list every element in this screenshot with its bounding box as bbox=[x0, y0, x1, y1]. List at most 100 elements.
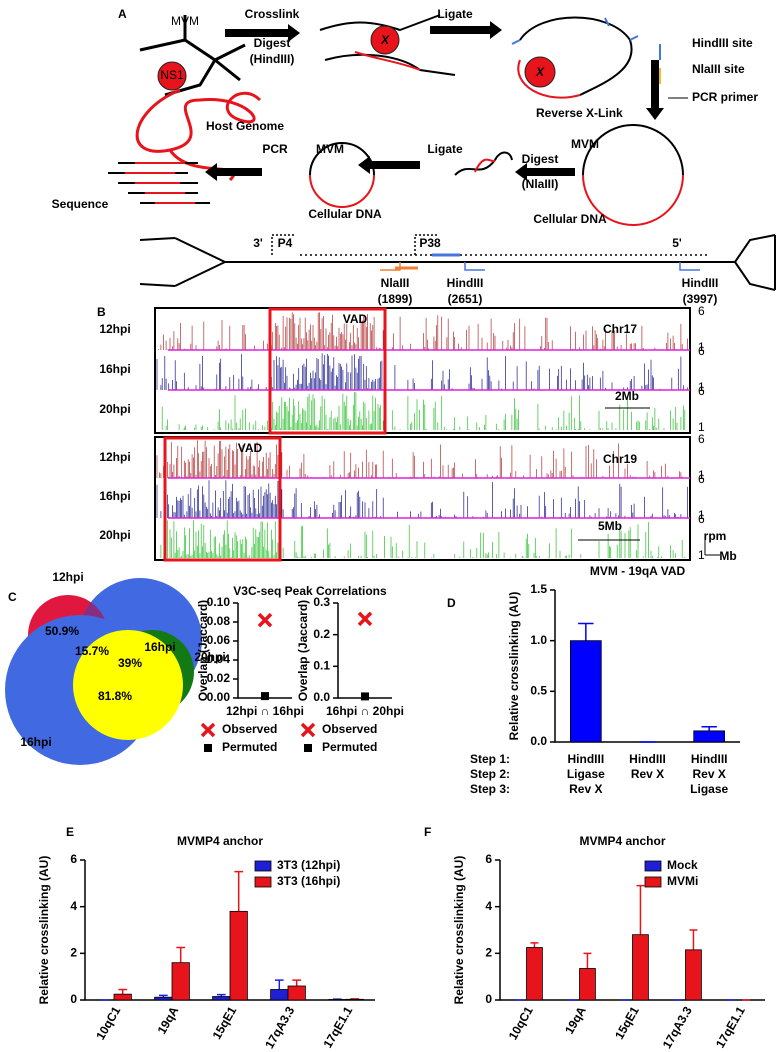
error-bar bbox=[701, 726, 717, 731]
panel-letter: C bbox=[8, 590, 17, 604]
y-tick-label: 0.0 bbox=[313, 690, 330, 704]
x-tick-label: Ligase bbox=[567, 767, 605, 781]
x-tick-label: Rev X bbox=[631, 767, 664, 781]
label: (3997) bbox=[683, 292, 718, 306]
circle-cellular bbox=[582, 174, 684, 226]
step-label: Step 3: bbox=[470, 782, 510, 796]
label: 50.9% bbox=[45, 624, 79, 638]
x-tick-label: 12hpi ∩ 16hpi bbox=[226, 704, 304, 718]
legend-label: Permuted bbox=[222, 740, 277, 754]
label: 5' bbox=[672, 236, 682, 250]
label: VAD bbox=[343, 312, 368, 326]
x-tick-label: 10qC1 bbox=[506, 1004, 536, 1042]
venn bbox=[5, 578, 202, 765]
label: Sequence bbox=[52, 197, 109, 211]
label: 20hpi bbox=[99, 402, 130, 416]
bar bbox=[526, 947, 543, 1001]
bar bbox=[287, 985, 306, 1001]
x-tick-label: 10qC1 bbox=[93, 1004, 123, 1042]
hindiii-site bbox=[511, 17, 639, 45]
arrow bbox=[430, 21, 502, 39]
vad-box bbox=[268, 307, 387, 435]
label: Ligate bbox=[437, 7, 473, 21]
scale-label: 1 bbox=[698, 380, 705, 394]
legend-label: 3T3 (12hpi) bbox=[277, 858, 340, 872]
legend-swatch bbox=[644, 876, 662, 888]
y-tick-label: 2 bbox=[70, 946, 77, 960]
legend-label: MVMi bbox=[667, 874, 698, 888]
ns1 bbox=[157, 61, 187, 91]
y-tick-label: 2 bbox=[485, 946, 492, 960]
bar bbox=[570, 640, 602, 743]
label: 15.7% bbox=[75, 644, 109, 658]
mvm-genome bbox=[139, 15, 246, 97]
label: HindIII bbox=[447, 276, 484, 290]
error-bar bbox=[118, 988, 128, 995]
legend-marker bbox=[204, 744, 212, 752]
legend-label: Mock bbox=[667, 858, 698, 872]
y-tick-label: 4 bbox=[485, 899, 492, 913]
host-genome bbox=[135, 88, 262, 182]
bar bbox=[345, 998, 364, 1001]
label: P38 bbox=[419, 236, 441, 250]
y-tick-label: 0.3 bbox=[313, 595, 330, 609]
track-box bbox=[154, 307, 691, 434]
schematic bbox=[108, 14, 776, 291]
panel-letter: D bbox=[447, 596, 456, 610]
x-tick-label: HindIII bbox=[567, 752, 604, 766]
y-axis-label: Overlap (Jaccard) bbox=[196, 600, 210, 701]
label: MVM bbox=[171, 14, 199, 28]
crosslink-protein bbox=[370, 25, 400, 55]
label: P4 bbox=[278, 236, 293, 250]
bar bbox=[154, 996, 173, 1001]
circle-mvm bbox=[582, 124, 684, 176]
scale-label: 6 bbox=[698, 512, 705, 526]
hindiii-mark bbox=[464, 262, 700, 271]
label: Reverse X-Link bbox=[536, 106, 623, 120]
panel-letter: F bbox=[424, 825, 431, 839]
hairpin-left bbox=[139, 237, 226, 287]
circle-cellular bbox=[309, 174, 375, 208]
y-axis-label: Relative crosslinking (AU) bbox=[452, 856, 466, 1005]
legend-marker bbox=[300, 722, 316, 738]
y-tick-label: 0 bbox=[70, 992, 77, 1006]
chart-title: V3C-seq Peak Correlations bbox=[233, 584, 387, 598]
step-label: Step 2: bbox=[470, 767, 510, 781]
chart-title: MVM - 19qA VAD bbox=[590, 564, 686, 578]
legend-label: Observed bbox=[322, 722, 377, 736]
error-bar bbox=[292, 979, 302, 986]
error-bar bbox=[583, 952, 592, 969]
arrow bbox=[225, 24, 300, 42]
bar bbox=[229, 910, 248, 1001]
label: MVM bbox=[571, 137, 599, 151]
x-tick-label: 17qA3.3 bbox=[262, 1004, 297, 1051]
label: Crosslink bbox=[245, 7, 300, 21]
step-label: Step 1: bbox=[470, 752, 510, 766]
x-tick-label: 15qE1 bbox=[210, 1004, 240, 1042]
x-tick-label: 17qA3.3 bbox=[660, 1004, 695, 1051]
legend-swatch bbox=[644, 860, 662, 872]
label: (HindIII) bbox=[250, 52, 295, 66]
ligated-loop-red bbox=[517, 59, 581, 99]
label: Cellular DNA bbox=[533, 212, 607, 226]
arrow bbox=[358, 156, 420, 174]
y-tick-label: 0.1 bbox=[313, 659, 330, 673]
error-bar bbox=[689, 929, 698, 950]
label: Digest bbox=[522, 152, 559, 166]
label: Chr17 bbox=[603, 322, 637, 336]
x-tick-label: 19qA bbox=[562, 1004, 589, 1037]
label: 20hpi bbox=[99, 528, 130, 542]
scale-label: 1 bbox=[698, 340, 705, 354]
label: HindIII bbox=[682, 276, 719, 290]
label: 16hpi bbox=[99, 362, 130, 376]
y-axis-label: Relative crosslinking (AU) bbox=[507, 592, 521, 741]
y-tick-label: 4 bbox=[70, 899, 77, 913]
axis-glyph bbox=[704, 540, 720, 556]
legend-marker bbox=[304, 744, 312, 752]
bar bbox=[270, 989, 289, 1001]
x-tick-label: Ligase bbox=[690, 782, 728, 796]
linear-fragment-red bbox=[474, 158, 496, 173]
x-tick-label: 17qE1.1 bbox=[713, 1004, 748, 1051]
label: 12hpi bbox=[52, 570, 83, 584]
marker bbox=[357, 611, 373, 627]
